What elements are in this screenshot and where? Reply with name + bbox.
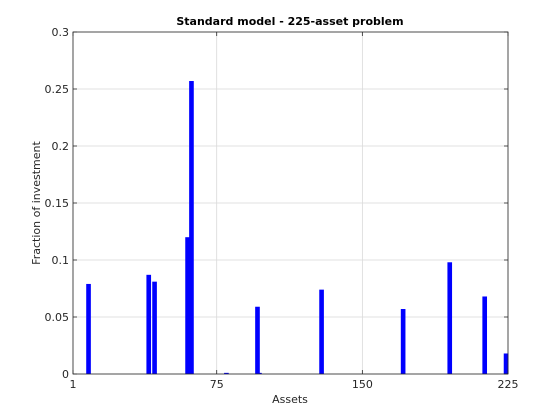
bar-asset-9	[86, 283, 91, 374]
y-tick-label: 0.05	[45, 311, 70, 324]
y-tick-label: 0	[62, 368, 69, 381]
x-tick-label: 225	[498, 378, 519, 391]
x-tick-label: 1	[70, 378, 77, 391]
bar-asset-213	[482, 296, 488, 374]
bar-asset-195	[447, 262, 453, 374]
x-axis-label: Assets	[272, 393, 308, 406]
y-tick-label: 0.15	[45, 197, 70, 210]
y-tick-label: 0.25	[45, 83, 70, 96]
bar-asset-224	[503, 353, 509, 374]
x-tick-label: 75	[210, 378, 224, 391]
chart-title: Standard model - 225-asset problem	[176, 15, 403, 28]
y-tick-label: 0.3	[52, 26, 70, 39]
bar-asset-62	[189, 81, 194, 375]
bar-asset-97	[257, 372, 262, 374]
y-tick-label: 0.1	[52, 254, 70, 267]
bars	[86, 81, 509, 375]
bar-asset-43	[152, 281, 157, 374]
bar-asset-96	[255, 306, 260, 374]
bar-asset-129	[319, 289, 324, 374]
bar-asset-171	[400, 309, 406, 374]
axis-ticks: 0 0.05 0.1 0.15 0.2 0.25 0.3 1 75 150 225	[45, 26, 519, 391]
bar-asset-40	[146, 274, 152, 374]
y-tick-label: 0.2	[52, 140, 70, 153]
bar-asset-80	[224, 372, 229, 374]
y-axis-label: Fraction of investment	[30, 141, 43, 265]
x-tick-label: 150	[352, 378, 373, 391]
bar-asset-60	[185, 237, 190, 374]
